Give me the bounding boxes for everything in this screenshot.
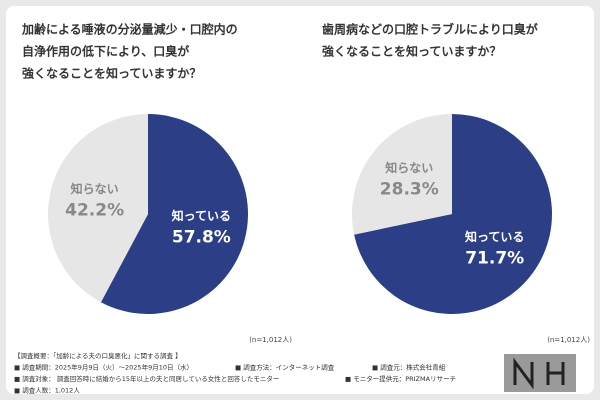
logo	[504, 354, 576, 392]
chart-title: 歯周病などの口腔トラブルにより口臭が	[322, 22, 538, 37]
slice-value: 42.2%	[65, 201, 124, 221]
chart-title: 加齢による唾液の分泌量減少・口腔内の	[21, 22, 238, 37]
footer-text: ■ 調査方法：インターネット調査	[235, 363, 335, 372]
slice-label: 知らない	[70, 181, 119, 196]
sample-note: (n=1,012人)	[547, 336, 590, 344]
footer-text: ■ 調査人数：1,012人	[14, 386, 80, 395]
footer-text: 【調査概要：「加齢による夫の口臭悪化」に関する調査 】	[14, 351, 182, 360]
slice-value: 71.7%	[465, 249, 524, 269]
footer-text: ■ 調査期間：2025年9月9日（火）～2025年9月10日（水）	[14, 363, 193, 372]
footer-text: ■ モニター提供元：PRIZMAリサーチ	[345, 374, 456, 383]
chart-title: 強くなることを知っていますか？	[22, 66, 201, 81]
slice-value: 28.3%	[380, 179, 439, 199]
chart-title: 自浄作用の低下により、口臭が	[22, 44, 189, 59]
footer-text: ■ 調査元：株式会社青組	[372, 363, 446, 372]
pie-slice	[47, 114, 148, 303]
sample-note: (n=1,012人)	[249, 336, 292, 344]
slice-label: 知っている	[171, 208, 231, 223]
chart-title: 強くなることを知っていますか？	[322, 44, 501, 59]
pie-slice	[352, 114, 452, 235]
pie-slice	[100, 114, 249, 314]
slice-label: 知っている	[464, 229, 524, 244]
footer-text: ■ 調査対象： 調査回答時に結婚から15年以上の夫と同居している女性と回答したモ…	[14, 374, 279, 383]
slice-label: 知らない	[384, 160, 433, 175]
slice-value: 57.8%	[172, 227, 231, 247]
pie-slice	[354, 114, 552, 315]
